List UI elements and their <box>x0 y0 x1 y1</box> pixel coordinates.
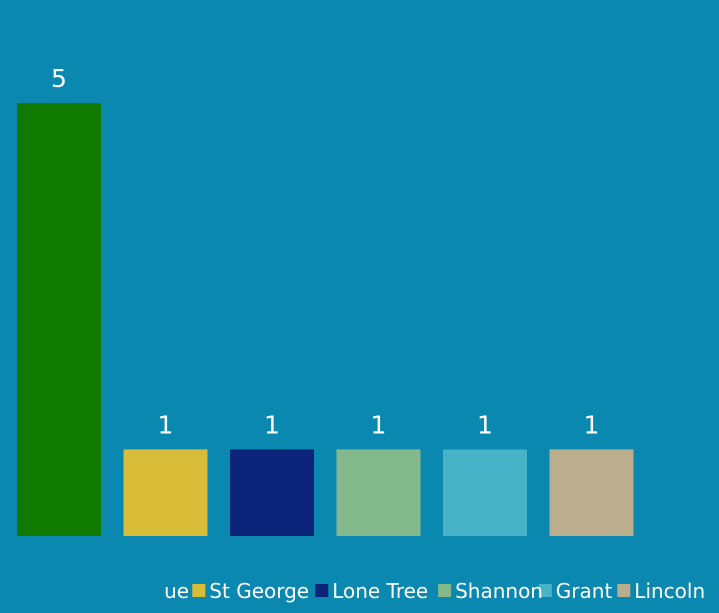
data-label-st-george: 1 <box>158 410 174 439</box>
legend-label-grant: Grant <box>556 579 613 603</box>
data-label-lincoln: 1 <box>584 410 600 439</box>
legend-label-shannon: Shannon <box>455 579 543 603</box>
data-label-shannon: 1 <box>371 410 387 439</box>
legend-label-lone-tree: Lone Tree <box>332 579 428 603</box>
legend: Lincoln Grant Shannon Lone Tree St George ue <box>164 579 705 603</box>
legend-swatch-st-george <box>192 584 206 597</box>
data-label-grant: 1 <box>477 410 493 439</box>
bar-lone-tree <box>230 449 314 536</box>
bar-st-george <box>123 449 208 536</box>
data-labels-group: 5 1 1 1 1 1 <box>51 64 599 439</box>
legend-swatch-grant <box>538 584 552 597</box>
legend-swatch-lincoln <box>617 584 631 597</box>
bar-shannon <box>336 449 421 536</box>
bar-grant <box>443 449 527 536</box>
legend-label-st-george: St George <box>209 579 309 603</box>
bars-group <box>17 103 634 536</box>
legend-label-lincoln: Lincoln <box>634 579 705 603</box>
legend-swatch-shannon <box>438 584 452 597</box>
legend-label-grand-prairie: ue <box>164 579 189 603</box>
bar-lincoln <box>549 449 634 536</box>
data-label-lone-tree: 1 <box>264 410 280 439</box>
bar-grand-prairie <box>17 103 101 536</box>
data-label-grand-prairie: 5 <box>51 64 67 93</box>
legend-swatch-lone-tree <box>315 584 329 597</box>
